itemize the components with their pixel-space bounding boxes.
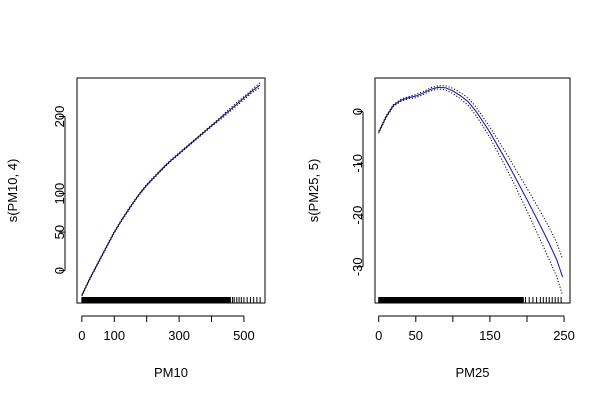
- panel-2-group: 0 50 150 250 0 -10 -20 -30 PM25 s(PM25, 5): [306, 77, 575, 380]
- panel-1-y-tick-label: 100: [52, 183, 67, 205]
- panel-2-y-tick-label: 0: [350, 108, 365, 115]
- panel-1-y-tick-label: 200: [52, 106, 67, 128]
- panel-1-x-tick-label: 300: [168, 328, 190, 343]
- panel-1-x-axis-label: PM10: [154, 365, 188, 380]
- panel-1-y-tick-label: 0: [52, 267, 67, 274]
- panel-1-x-tick-label: 500: [233, 328, 255, 343]
- panel-2-series-upper: [378, 85, 564, 260]
- panel-2-x-tick-label: 0: [375, 328, 382, 343]
- panel-2-rug: [378, 297, 562, 303]
- panel-2-x-tick-label: 150: [479, 328, 501, 343]
- panel-1-plot-frame: [76, 77, 266, 304]
- panel-1-rug: [81, 297, 261, 303]
- panel-2-x-axis-label: PM25: [456, 365, 490, 380]
- panel-1-series-upper: [81, 82, 261, 295]
- panel-1-series-lower: [81, 86, 261, 297]
- panel-2-series-lower: [378, 88, 564, 296]
- panel-1-group: 0 100 300 500 0 50 100 200 PM10 s(PM10, 4): [5, 77, 266, 380]
- panel-2-y-tick-label: -10: [350, 154, 365, 173]
- panel-1-x-tick-label: 0: [78, 328, 85, 343]
- panel-1-y-axis-label: s(PM10, 4): [5, 159, 20, 223]
- panel-2-y-tick-label: -30: [350, 257, 365, 276]
- panel-1-series-fit: [81, 84, 261, 296]
- panel-2-x-tick-label: 50: [409, 328, 423, 343]
- panel-2-x-tick-label: 250: [553, 328, 575, 343]
- panel-1-x-tick-label: 100: [103, 328, 125, 343]
- panel-2-y-tick-label: -20: [350, 206, 365, 225]
- panel-2-series-fit: [378, 86, 564, 278]
- panel-2-y-axis-label: s(PM25, 5): [306, 159, 321, 223]
- panel-1-y-tick-label: 50: [52, 225, 67, 239]
- panel-2-plot-frame: [374, 77, 571, 304]
